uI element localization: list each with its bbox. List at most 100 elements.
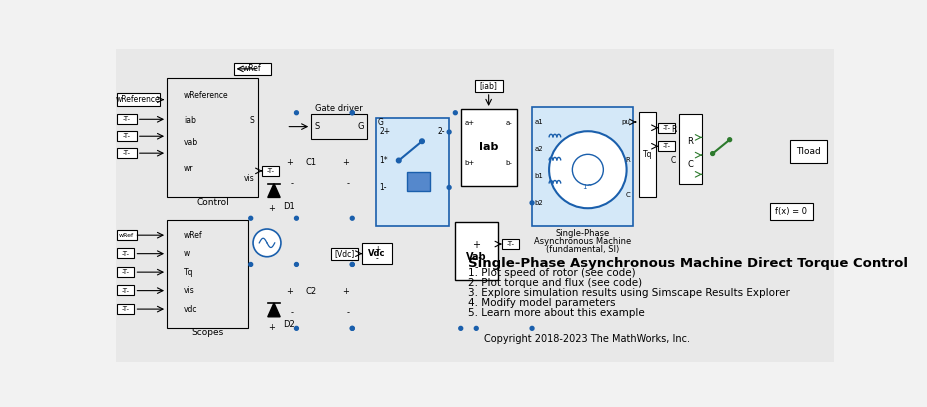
Text: Tq: Tq: [642, 150, 653, 159]
Bar: [461, 109, 516, 186]
Circle shape: [475, 326, 478, 330]
Text: a1: a1: [534, 119, 543, 125]
Bar: [532, 107, 633, 226]
Text: D2: D2: [284, 320, 295, 329]
Bar: [331, 247, 359, 260]
Text: G: G: [378, 118, 384, 127]
Bar: [118, 230, 137, 240]
Text: -T-: -T-: [122, 251, 130, 257]
Text: a-: a-: [506, 120, 513, 126]
Text: (fundamental, SI): (fundamental, SI): [546, 245, 619, 254]
Text: C2: C2: [306, 287, 317, 296]
Circle shape: [350, 326, 354, 330]
Text: Asynchronous Machine: Asynchronous Machine: [534, 237, 631, 246]
Text: b1: b1: [534, 173, 543, 179]
Text: Single-Phase Asynchronous Machine Direct Torque Control: Single-Phase Asynchronous Machine Direct…: [468, 257, 908, 270]
Text: R: R: [671, 125, 676, 134]
Circle shape: [420, 139, 425, 144]
Text: +: +: [268, 323, 275, 332]
Circle shape: [350, 111, 354, 115]
Bar: [118, 248, 134, 258]
Text: f(x) = 0: f(x) = 0: [775, 207, 806, 216]
Text: -T-: -T-: [122, 288, 130, 293]
Bar: [118, 131, 137, 141]
Text: -T-: -T-: [122, 133, 131, 139]
Circle shape: [248, 216, 253, 220]
Text: Iab: Iab: [479, 142, 499, 152]
Circle shape: [530, 201, 534, 205]
Text: -T-: -T-: [122, 150, 131, 156]
Circle shape: [253, 229, 281, 257]
Text: Tload: Tload: [796, 147, 821, 156]
Text: +: +: [374, 245, 380, 254]
Text: [iab]: [iab]: [479, 81, 498, 90]
Bar: [790, 140, 827, 163]
Bar: [455, 222, 498, 280]
Text: Tq: Tq: [184, 268, 194, 277]
Text: b2: b2: [534, 200, 543, 206]
Bar: [770, 203, 813, 220]
Text: -: -: [290, 308, 293, 317]
Text: -T-: -T-: [122, 269, 130, 275]
Text: 2. Plot torque and flux (see code): 2. Plot torque and flux (see code): [468, 278, 642, 288]
Bar: [658, 141, 676, 151]
Text: S: S: [315, 122, 320, 131]
Text: [Vdc]: [Vdc]: [335, 249, 355, 258]
Text: Vab: Vab: [466, 252, 487, 262]
Circle shape: [572, 154, 603, 185]
Text: -: -: [290, 179, 293, 188]
Text: wr: wr: [184, 164, 194, 173]
Circle shape: [459, 326, 463, 330]
Bar: [311, 114, 367, 139]
Text: G: G: [358, 122, 364, 131]
Text: vis: vis: [244, 174, 255, 183]
Text: Control: Control: [197, 198, 229, 207]
Text: +: +: [286, 158, 293, 167]
Text: 3. Explore simulation results using Simscape Results Explorer: 3. Explore simulation results using Sims…: [468, 288, 791, 298]
Text: -T-: -T-: [267, 168, 275, 174]
Circle shape: [350, 326, 354, 330]
Text: Single-Phase: Single-Phase: [555, 229, 610, 238]
Circle shape: [447, 186, 451, 189]
Bar: [118, 114, 137, 124]
Bar: [118, 148, 137, 158]
Text: -: -: [475, 262, 478, 272]
Text: wRef: wRef: [243, 64, 261, 73]
Circle shape: [248, 263, 253, 266]
Text: Gate driver: Gate driver: [315, 105, 363, 114]
Circle shape: [295, 111, 298, 115]
Text: +: +: [342, 287, 349, 296]
Bar: [407, 172, 430, 191]
Text: Copyright 2018-2023 The MathWorks, Inc.: Copyright 2018-2023 The MathWorks, Inc.: [484, 334, 690, 344]
Text: D1: D1: [284, 202, 295, 211]
Text: Scopes: Scopes: [191, 328, 223, 337]
Text: 1-: 1-: [379, 183, 387, 192]
Text: pu: pu: [622, 119, 630, 125]
Text: -T-: -T-: [663, 125, 671, 131]
Bar: [639, 112, 656, 197]
Text: -T-: -T-: [122, 116, 131, 122]
Bar: [118, 285, 134, 295]
Text: 1*: 1*: [379, 156, 388, 165]
Bar: [167, 78, 259, 197]
Text: +: +: [286, 287, 293, 296]
Text: a2: a2: [534, 146, 543, 152]
Text: b+: b+: [464, 160, 475, 166]
Bar: [118, 267, 134, 277]
Text: -: -: [346, 179, 349, 188]
Bar: [375, 118, 449, 226]
Circle shape: [350, 216, 354, 220]
Text: R: R: [687, 137, 693, 146]
Text: +: +: [342, 158, 349, 167]
Text: vis: vis: [184, 286, 195, 295]
Text: wRef: wRef: [120, 233, 134, 238]
Bar: [118, 304, 134, 314]
Text: wReference: wReference: [116, 95, 160, 104]
Text: -: -: [346, 308, 349, 317]
Text: R: R: [626, 158, 630, 164]
Circle shape: [295, 216, 298, 220]
Circle shape: [295, 326, 298, 330]
Bar: [658, 123, 676, 133]
Text: Vdc: Vdc: [368, 249, 386, 258]
Bar: [362, 243, 392, 265]
